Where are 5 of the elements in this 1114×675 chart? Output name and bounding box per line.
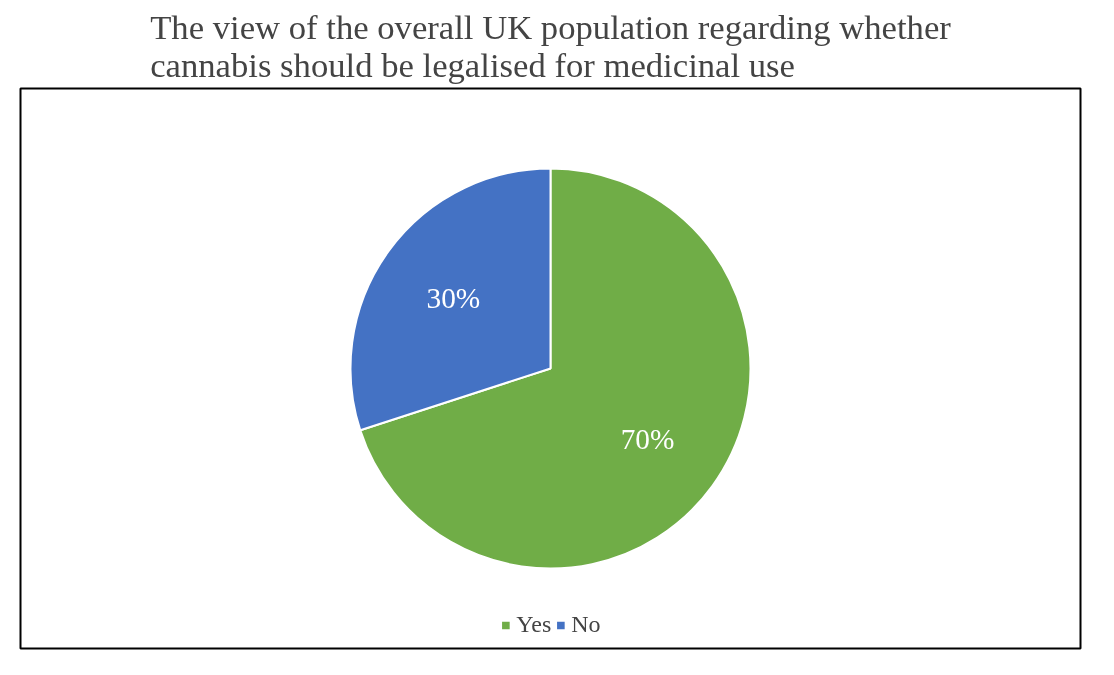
- data-label: 70%: [620, 423, 675, 456]
- chart-title: The view of the overall UK population regarding whether cannabis should be legalised for medicinal use: [150, 7, 952, 84]
- data-label: 30%: [426, 281, 481, 314]
- legend-label: No: [571, 611, 601, 638]
- legend-label: Yes: [516, 611, 552, 638]
